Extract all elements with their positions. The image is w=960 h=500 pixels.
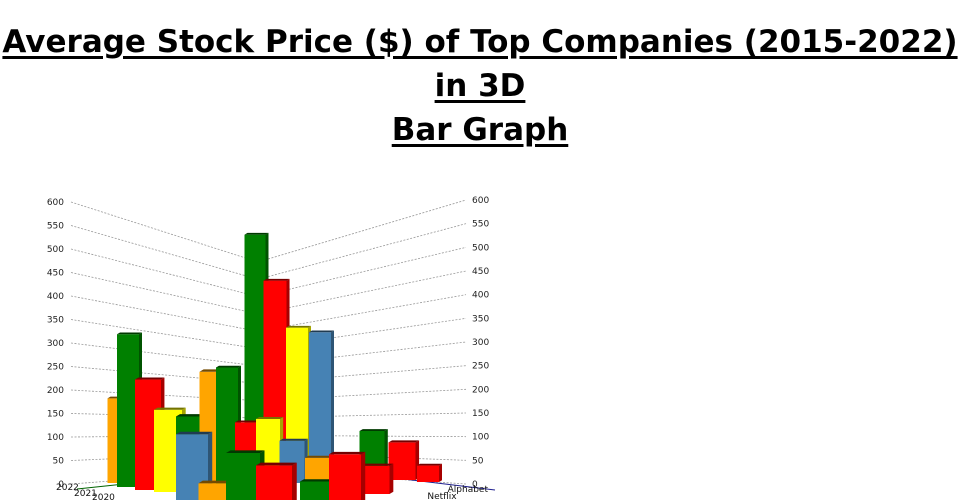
bar-top xyxy=(309,330,334,333)
bars xyxy=(107,232,442,500)
y-tick-left: 350 xyxy=(47,316,64,326)
bar-top xyxy=(263,278,290,281)
bar-side xyxy=(292,462,297,500)
bar-top xyxy=(235,420,263,423)
bar-top xyxy=(286,325,311,328)
chart-title-line-2: Bar Graph xyxy=(391,112,569,148)
y-tick-left: 500 xyxy=(47,245,64,255)
bar-side xyxy=(331,330,334,478)
depth-label-2021: 2021 xyxy=(74,489,97,499)
gridline-right xyxy=(257,434,467,438)
bar-3d xyxy=(360,463,394,494)
y-tick-right: 450 xyxy=(472,267,489,277)
bar-front xyxy=(417,465,439,482)
bar-front xyxy=(198,483,232,500)
category-label-alphabet: Alphabet xyxy=(448,485,489,495)
bar-top xyxy=(216,365,241,368)
gridline-right xyxy=(257,412,467,419)
bar-top xyxy=(388,440,420,443)
bar-front xyxy=(300,481,330,500)
y-tick-left: 250 xyxy=(47,363,64,373)
bar-top xyxy=(360,463,394,466)
bar-3d xyxy=(256,462,297,500)
bar-top xyxy=(135,377,165,380)
gridline-right xyxy=(257,246,467,298)
y-tick-right: 400 xyxy=(472,291,489,301)
y-tick-right: 600 xyxy=(472,196,489,206)
gridline-left xyxy=(70,225,259,280)
gridline-right xyxy=(257,270,467,315)
y-tick-right: 300 xyxy=(472,338,489,348)
bar-top xyxy=(226,450,265,453)
y-tick-right: 50 xyxy=(472,456,484,466)
gridline-right xyxy=(257,223,467,280)
y-tick-right: 250 xyxy=(472,362,489,372)
y-tick-right: 500 xyxy=(472,243,489,253)
bar-top xyxy=(256,462,297,466)
bar-3d xyxy=(309,330,334,478)
bar-side xyxy=(389,463,394,494)
gridline-left xyxy=(70,295,259,332)
y-tick-left: 550 xyxy=(47,222,64,232)
bar-top xyxy=(176,431,213,435)
bar-top xyxy=(300,479,334,482)
y-tick-right: 200 xyxy=(472,385,489,395)
bar-top xyxy=(417,463,442,466)
gridline-left xyxy=(70,342,259,367)
y-tick-right: 150 xyxy=(472,409,489,419)
depth-label-2020: 2020 xyxy=(92,493,115,500)
axis-ticks: 0 0 50 50 100 100 150 150 200 200 250 250 300 300 350 3… xyxy=(47,196,490,490)
y-tick-left: 400 xyxy=(47,292,64,302)
y-tick-right: 350 xyxy=(472,314,489,324)
bar-side xyxy=(361,451,366,500)
bar-top xyxy=(279,438,308,441)
y-tick-left: 600 xyxy=(47,198,64,208)
y-tick-left: 0 xyxy=(58,480,64,490)
y-tick-left: 150 xyxy=(47,410,64,420)
gridline-left xyxy=(70,201,259,263)
y-tick-left: 100 xyxy=(47,433,64,443)
y-tick-right: 100 xyxy=(472,433,489,443)
y-tick-left: 450 xyxy=(47,269,64,279)
bar-front xyxy=(329,454,361,500)
bar-front xyxy=(244,234,266,472)
bar-side xyxy=(439,463,442,482)
gridline-left xyxy=(70,272,259,315)
gridline-left xyxy=(70,248,259,298)
bar-front xyxy=(309,332,331,478)
y-tick-left: 50 xyxy=(53,457,65,467)
depth-label-2022: 2022 xyxy=(56,483,79,493)
bar-3d xyxy=(417,463,442,482)
gridline-right xyxy=(257,294,467,332)
bar-front xyxy=(360,465,390,494)
y-tick-left: 200 xyxy=(47,386,64,396)
gridline-right xyxy=(257,199,467,263)
gridline-left xyxy=(70,319,259,350)
bar-top xyxy=(256,417,284,419)
gridline-right xyxy=(257,452,467,461)
y-tick-right: 550 xyxy=(472,220,489,230)
chart-title-line-1: Average Stock Price ($) of Top Companies… xyxy=(2,24,958,104)
bar-top xyxy=(244,232,269,235)
bar-front xyxy=(226,453,260,500)
bar-top xyxy=(154,407,186,410)
bar-top xyxy=(359,429,388,431)
bar-top xyxy=(329,451,366,455)
bar-top xyxy=(305,455,335,458)
bar-front xyxy=(256,465,292,500)
bar-3d xyxy=(300,479,334,500)
y-tick-right: 0 xyxy=(472,480,478,490)
bar-3d xyxy=(329,451,366,500)
y-tick-left: 300 xyxy=(47,339,64,349)
chart-title: Average Stock Price ($) of Top Companies… xyxy=(0,20,960,152)
bar-top xyxy=(117,332,142,335)
bar-front xyxy=(117,334,139,487)
category-label-netflix: Netflix xyxy=(427,492,457,500)
